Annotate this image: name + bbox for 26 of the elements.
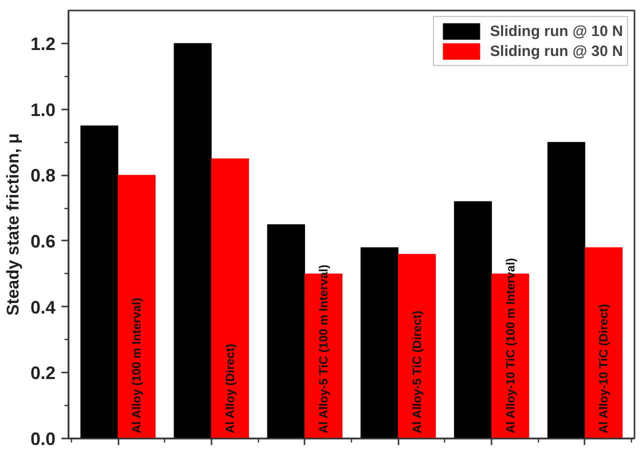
- legend-label: Sliding run @ 30 N: [490, 42, 623, 60]
- y-tick-label: 1.2: [30, 34, 56, 54]
- y-tick-label: 0.0: [30, 429, 56, 449]
- x-tick-label: Al Alloy (100 m Interval): [130, 298, 144, 434]
- x-tick-label: Al Alloy-5 TiC (Direct): [410, 310, 424, 434]
- y-tick-label: 0.6: [30, 231, 56, 252]
- y-tick-label: 0.4: [30, 297, 56, 318]
- bar: [174, 43, 212, 438]
- bar: [267, 224, 306, 438]
- x-tick-label: Al Alloy-5 TiC (100 m Interval): [316, 264, 330, 434]
- y-tick-label: 1.0: [30, 100, 56, 120]
- bar: [80, 125, 118, 438]
- bar: [584, 247, 623, 438]
- bar: [398, 254, 436, 438]
- legend-label: Sliding run @ 10 N: [490, 22, 623, 40]
- bar: [118, 174, 156, 438]
- y-tick-label: 0.2: [30, 363, 56, 384]
- bar: [547, 142, 586, 438]
- bar: [360, 247, 398, 438]
- x-tick-label: Al Alloy-10 TiC (100 m Interval): [503, 258, 518, 434]
- bar: [211, 158, 250, 438]
- x-tick-label: Al Alloy (Direct): [223, 344, 238, 434]
- x-tick-label: Al Alloy-10 TiC (Direct): [596, 304, 611, 434]
- y-axis-title: Steady state friction, μ: [3, 133, 22, 316]
- y-tick-label: 0.8: [30, 166, 56, 186]
- bar: [454, 201, 492, 438]
